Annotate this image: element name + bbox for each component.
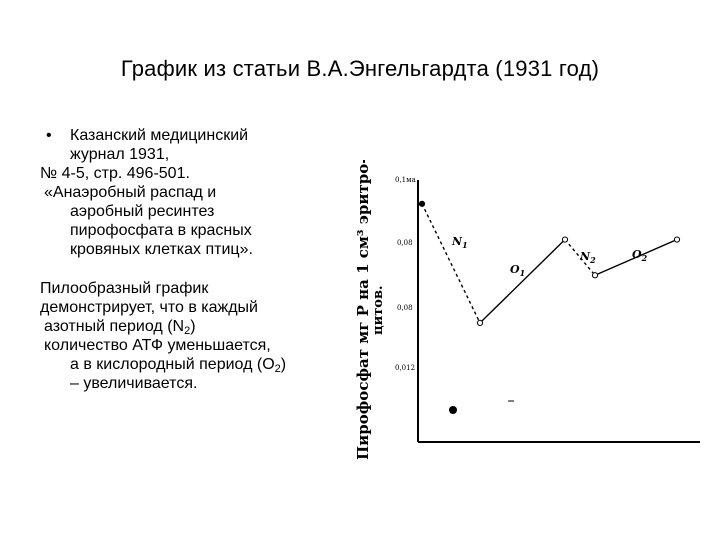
segment-label: O2 — [632, 248, 648, 263]
series-segment — [564, 239, 596, 276]
y-axis-label-2: цитов. — [371, 285, 386, 335]
data-point — [418, 200, 426, 207]
y-tick-label: 0,012 — [395, 364, 415, 372]
citation-line-1: Казанский медицинский — [70, 127, 249, 144]
text-block: • Казанский медицинский журнал 1931, № 4… — [40, 126, 360, 393]
citation-line-2: журнал 1931, — [70, 146, 170, 163]
scan-mark — [449, 406, 457, 414]
series-layer — [418, 200, 681, 327]
description-line-2: демонстрирует, что в каждый — [40, 299, 258, 316]
data-point — [476, 319, 484, 327]
series-segment — [594, 238, 678, 276]
citation-line-5: аэробный ресинтез — [70, 203, 215, 220]
description-line-6: – увеличивается. — [70, 375, 198, 392]
description-line-4: количество АТФ уменьшается, — [44, 337, 271, 354]
slide-title: График из статьи В.А.Энгельгардта (1931 … — [120, 56, 600, 81]
data-point — [561, 236, 569, 243]
y-tick-label: 0,08 — [397, 304, 413, 312]
data-point — [673, 236, 681, 243]
citation-bullet: • Казанский медицинский — [40, 126, 360, 145]
engelhardt-figure: Пирофосфат мг P на 1 см³ эритро- цитов. … — [340, 158, 710, 460]
citation-line-3: № 4-5, стр. 496-501. — [40, 165, 190, 182]
segment-label: N2 — [579, 250, 596, 265]
description-line-1: Пилообразный график — [40, 280, 209, 297]
citation-line-4: «Анаэробный распад и — [44, 184, 217, 201]
segment-label: O1 — [510, 263, 525, 278]
citation-line-6: пирофосфата в красных — [70, 222, 252, 239]
series-segment — [479, 239, 566, 324]
y-tick-label: 0,1ма — [395, 176, 416, 184]
data-point — [591, 272, 599, 279]
citation-line-7: кровяных клетках птиц». — [70, 241, 253, 258]
y-tick-label: 0,08 — [397, 239, 413, 247]
line-chart: Пирофосфат мг P на 1 см³ эритро- цитов. … — [354, 158, 700, 460]
description-line-5: а в кислородный период (O2) — [70, 356, 287, 375]
y-axis-label: Пирофосфат мг P на 1 см³ эритро- — [354, 160, 372, 460]
segment-label: N1 — [451, 235, 468, 250]
series-segment — [421, 203, 481, 324]
description-line-3: азотный период (N2) — [44, 318, 196, 337]
bullet-icon: • — [46, 127, 52, 144]
